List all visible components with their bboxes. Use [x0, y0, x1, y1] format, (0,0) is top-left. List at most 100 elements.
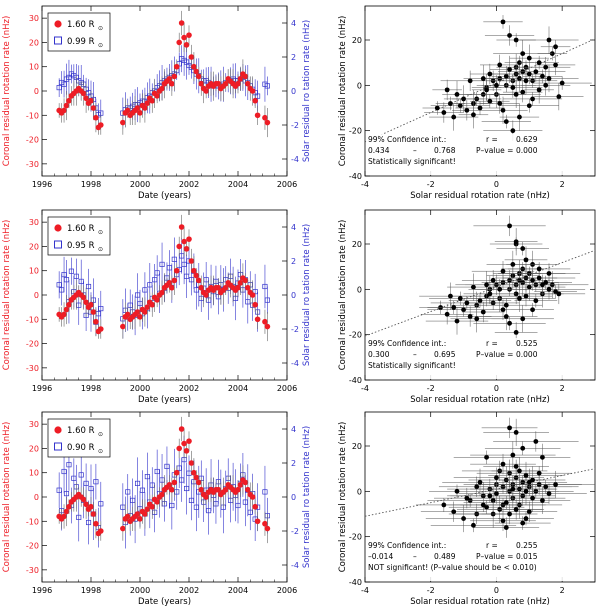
significance-verdict: NOT significant! (P–value should be < 0.… [368, 563, 537, 572]
sun-symbol: ⊙ [98, 448, 103, 455]
scatter-point [540, 282, 545, 288]
coronal-point [245, 486, 251, 493]
scatter-point [533, 439, 539, 444]
coronal-point [144, 304, 151, 310]
p-value: 0.000 [516, 350, 538, 359]
legend-solar-marker [54, 36, 62, 45]
scatter-point [500, 268, 506, 274]
solar-point [68, 268, 74, 274]
scatter-point [471, 284, 476, 290]
ci-label: 99% Confidence int.: [368, 339, 446, 348]
y-tick-label: -10 [26, 517, 39, 526]
sy-tick-label: 20 [352, 240, 362, 249]
legend-coronal-label: 1.60 R [67, 426, 95, 436]
ci-high: 0.695 [434, 350, 456, 359]
y2-tick-label: -4 [291, 359, 299, 368]
scatter-point [510, 128, 516, 134]
scatter-point [553, 44, 558, 50]
sx-tick-label: -4 [361, 384, 369, 393]
scatter-point [543, 484, 549, 490]
coronal-point [222, 486, 229, 493]
solar-point [78, 472, 84, 478]
scatter-point [464, 495, 470, 501]
coronal-point [66, 503, 72, 510]
y2-tick-label: -4 [291, 561, 299, 570]
coronal-point [245, 80, 251, 87]
x-tick-label: 1996 [32, 384, 52, 393]
coronal-point [203, 88, 209, 94]
sx-tick-label: 0 [494, 586, 499, 595]
scatter-point [434, 105, 440, 111]
scatter-point [487, 98, 493, 104]
coronal-point [215, 486, 222, 493]
coronal-point [235, 80, 241, 87]
solar-point [98, 501, 104, 507]
scatter-point [487, 71, 493, 77]
scatter-point [513, 37, 519, 43]
sun-symbol: ⊙ [98, 229, 103, 236]
coronal-point [196, 479, 202, 486]
scatter-point [497, 62, 503, 68]
sy-tick-label: -40 [349, 376, 362, 385]
coronal-point [237, 76, 244, 82]
coronal-axis-title: Coronal residual rotation rate (nHz) [2, 422, 12, 573]
solar-point [169, 502, 175, 509]
ci-low: 0.300 [368, 350, 390, 359]
solar-point [264, 297, 270, 303]
coronal-point [154, 297, 160, 303]
x-axis-title: Date (years) [138, 191, 191, 201]
coronal-point [80, 90, 87, 97]
coronal-axis-title: Coronal residual rotation rate (nHz) [2, 16, 12, 167]
coronal-point [198, 486, 205, 493]
scatter-point [503, 119, 509, 124]
scatter-point [500, 107, 506, 113]
coronal-point [98, 326, 104, 332]
scatter-point [517, 468, 522, 474]
significance-verdict: Statistically significant! [368, 361, 456, 370]
scatter-point [543, 82, 549, 88]
regression-line [364, 38, 596, 143]
scatter-point [546, 37, 552, 43]
scatter-point [474, 484, 480, 490]
ci-dash: – [413, 350, 417, 359]
coronal-point [193, 474, 200, 481]
scatter-point [497, 101, 503, 106]
coronal-point [90, 309, 97, 315]
y2-tick-label: -2 [291, 121, 299, 130]
coronal-point [171, 277, 178, 284]
coronal-point [215, 80, 222, 87]
scatter-frame [364, 209, 596, 381]
coronal-point [173, 469, 180, 476]
scatter-point [464, 107, 470, 113]
r-value: 0.255 [516, 541, 538, 550]
sx-tick-label: 2 [560, 180, 565, 189]
scatter-point [503, 314, 509, 319]
solar-point [262, 489, 268, 495]
legend-solar-label: 0.99 R [67, 37, 95, 47]
y-tick-label: 0 [34, 87, 39, 96]
scatter-point [530, 96, 535, 102]
legend-box [47, 12, 111, 52]
scatter-point [523, 516, 529, 521]
x-tick-label: 2000 [130, 180, 150, 189]
coronal-point [134, 105, 141, 111]
y-tick-label: 0 [34, 291, 39, 300]
x-tick-label: 2004 [228, 384, 248, 393]
scatter-frame [364, 411, 596, 583]
ci-dash: – [413, 552, 417, 561]
coronal-point [66, 97, 72, 104]
coronal-point [188, 460, 195, 466]
scatter-point [540, 498, 545, 503]
x-tick-label: 2006 [277, 180, 297, 189]
coronal-point [186, 438, 192, 444]
scatter-point [543, 64, 549, 70]
p-value: 0.000 [516, 146, 538, 155]
x-axis-title: Date (years) [138, 597, 191, 607]
coronal-axis-title: Coronal residual rotation rate (nHz) [2, 220, 12, 371]
solar-point [66, 462, 72, 468]
coronal-point [262, 114, 268, 121]
x-tick-label: 2002 [179, 586, 199, 595]
solar-point [85, 519, 92, 526]
coronal-point [88, 503, 94, 510]
